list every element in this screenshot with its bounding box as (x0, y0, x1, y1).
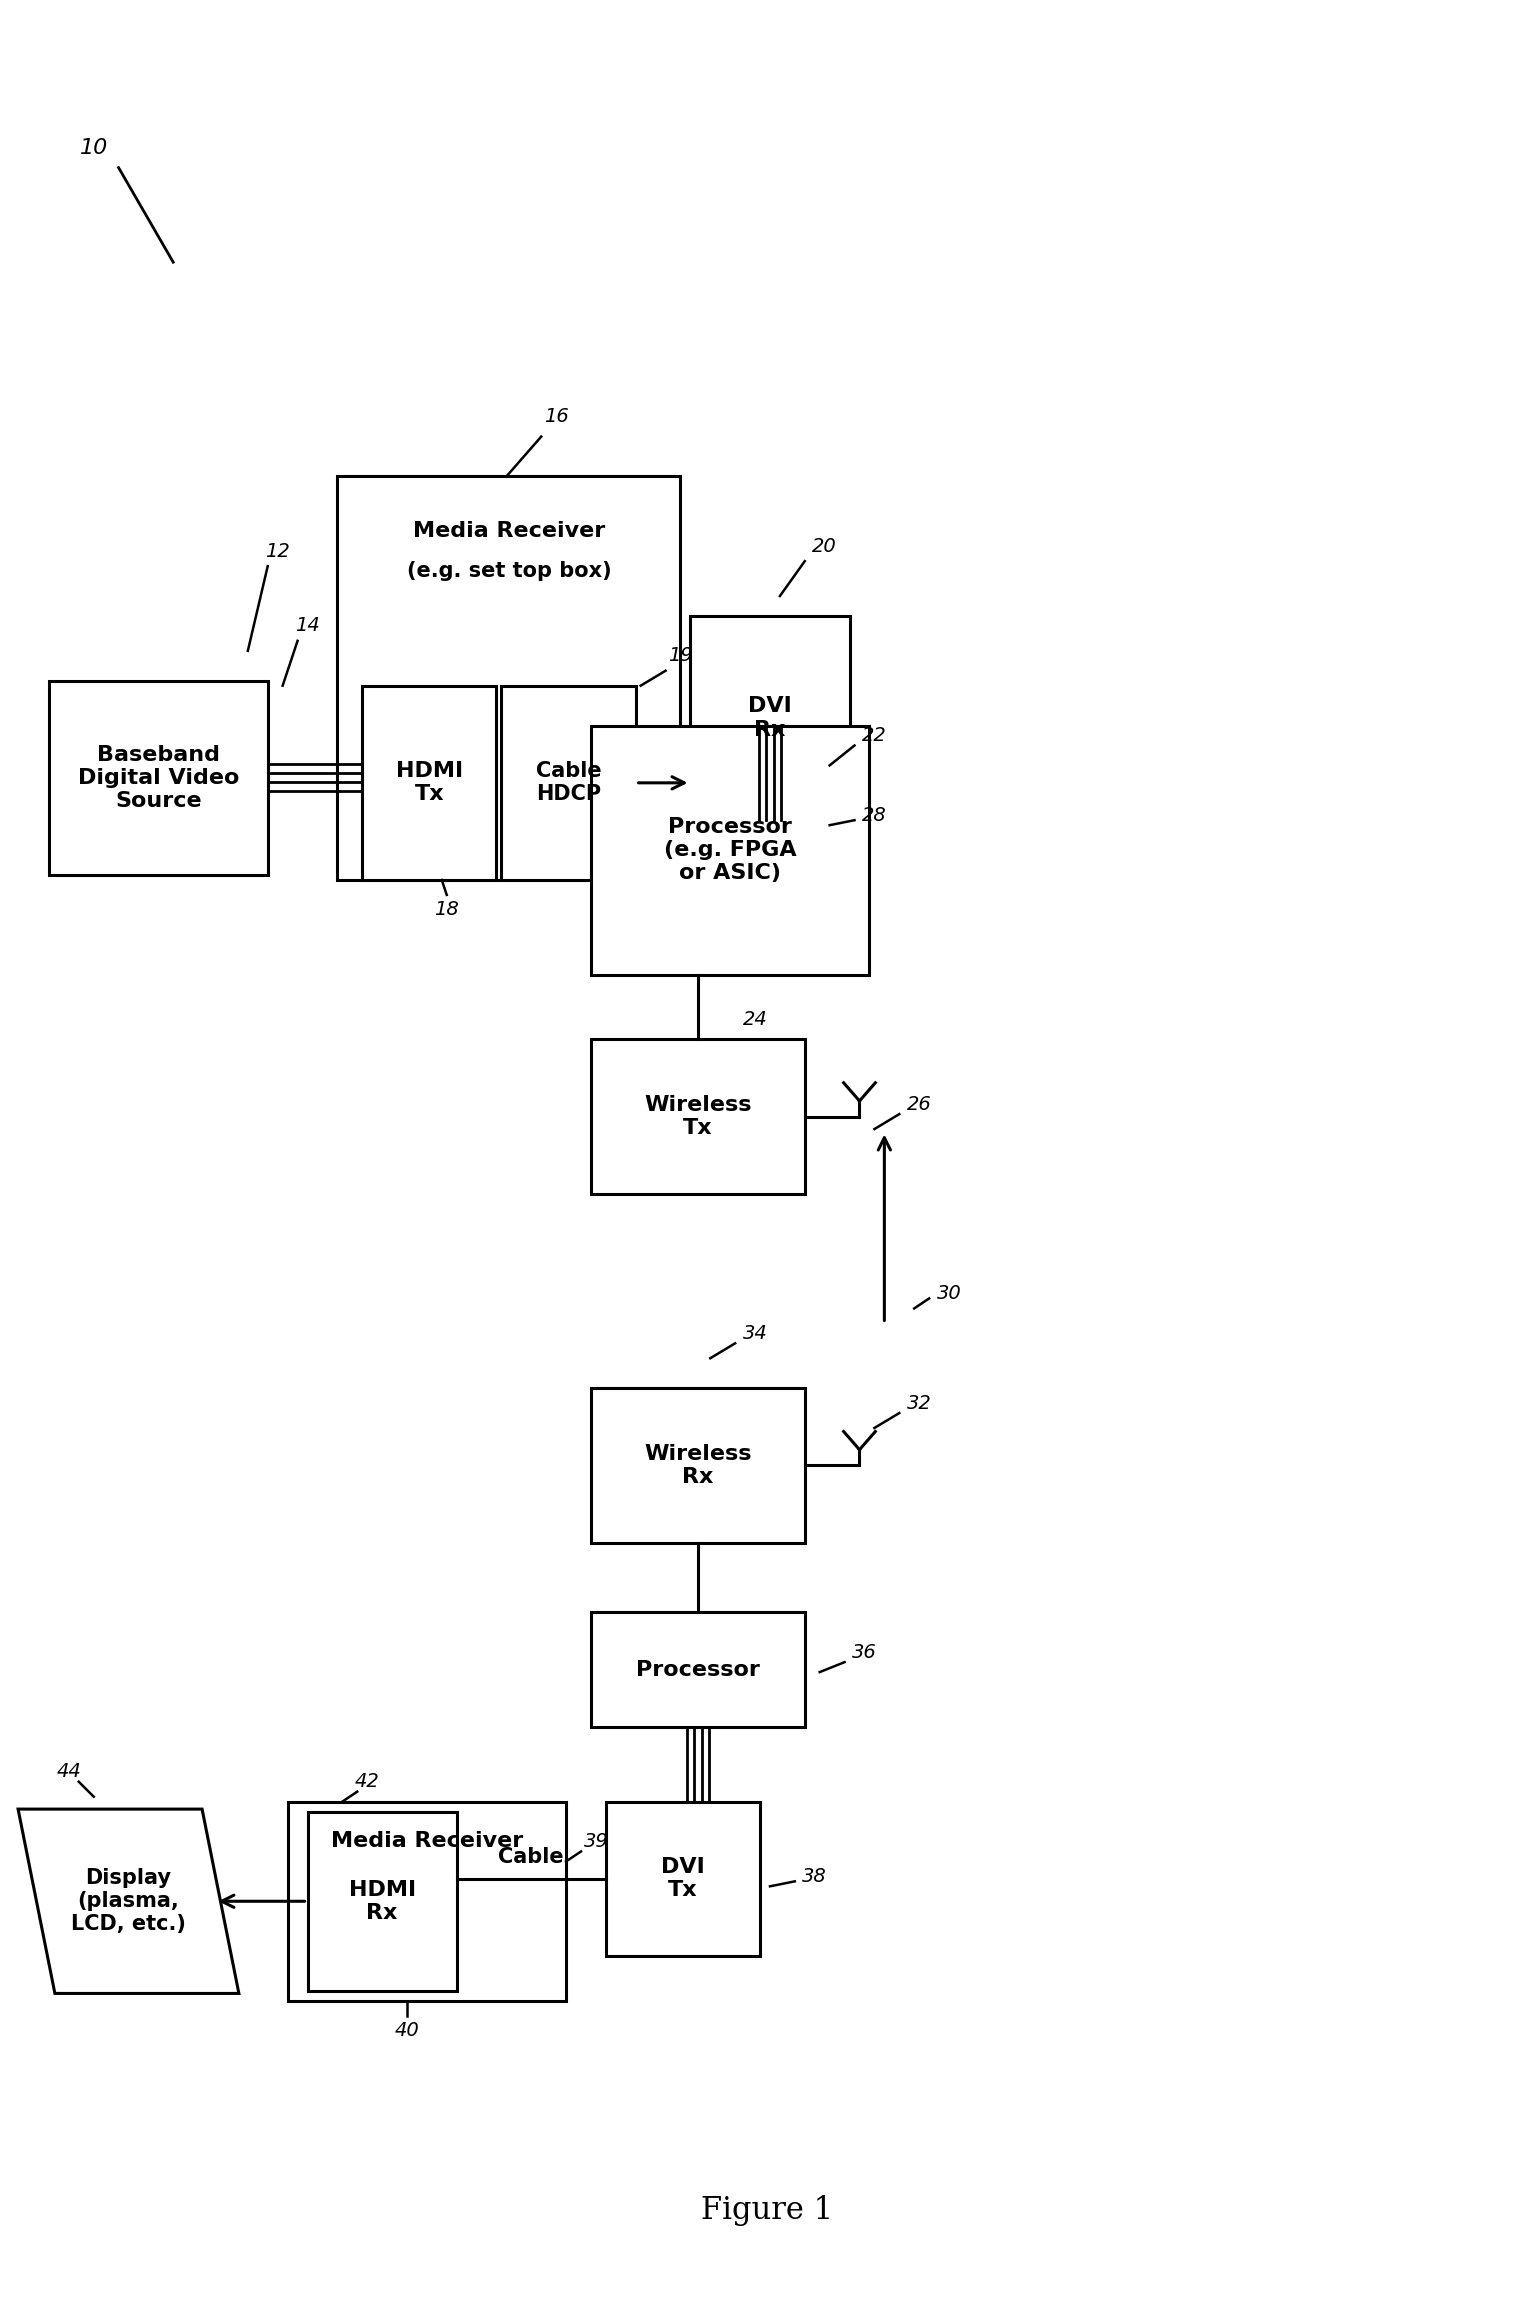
Text: 24: 24 (742, 1009, 767, 1030)
Bar (591, 1612, 805, 1727)
Text: 39: 39 (583, 1832, 609, 1851)
Bar (690, 616, 850, 821)
Bar (591, 1389, 805, 1543)
Polygon shape (18, 1809, 239, 1993)
Text: 19: 19 (669, 646, 693, 664)
Text: Processor
(e.g. FPGA
or ASIC): Processor (e.g. FPGA or ASIC) (664, 816, 796, 883)
Bar (502, 685, 635, 881)
Text: 14: 14 (295, 616, 321, 635)
Text: 32: 32 (907, 1393, 931, 1412)
Bar (49, 681, 268, 876)
Text: 18: 18 (434, 901, 459, 920)
Bar (362, 685, 497, 881)
Bar (606, 1802, 759, 1956)
Bar (591, 726, 870, 975)
Text: (e.g. set top box): (e.g. set top box) (407, 561, 611, 582)
Bar (591, 1039, 805, 1193)
Text: 16: 16 (543, 407, 569, 425)
Text: 10: 10 (80, 138, 107, 159)
Text: 30: 30 (937, 1283, 962, 1304)
Text: 22: 22 (862, 726, 887, 745)
Text: 34: 34 (742, 1324, 767, 1343)
Text: Wireless
Rx: Wireless Rx (644, 1444, 752, 1487)
Text: Media Receiver: Media Receiver (331, 1832, 523, 1851)
Text: 12: 12 (265, 543, 290, 561)
Text: Cable: Cable (499, 1846, 565, 1867)
Text: 26: 26 (907, 1094, 931, 1113)
Text: HDMI
Rx: HDMI Rx (348, 1881, 416, 1922)
Bar (287, 1802, 566, 2000)
Text: DVI
Tx: DVI Tx (661, 1858, 704, 1901)
Text: DVI
Rx: DVI Rx (749, 697, 792, 740)
Text: Baseband
Digital Video
Source: Baseband Digital Video Source (78, 745, 239, 812)
Text: Cable
HDCP: Cable HDCP (535, 761, 601, 805)
Text: 44: 44 (57, 1763, 81, 1782)
Text: 38: 38 (802, 1867, 827, 1885)
Text: Media Receiver: Media Receiver (413, 522, 604, 540)
Text: 36: 36 (851, 1644, 877, 1662)
Text: 40: 40 (394, 2021, 419, 2039)
Text: Processor: Processor (637, 1660, 759, 1681)
Text: 20: 20 (813, 536, 838, 556)
Bar (307, 1812, 457, 1991)
Text: 28: 28 (862, 805, 887, 825)
Bar (337, 476, 681, 881)
Text: Figure 1: Figure 1 (701, 2196, 833, 2225)
Text: Display
(plasma,
LCD, etc.): Display (plasma, LCD, etc.) (71, 1869, 186, 1933)
Text: 42: 42 (354, 1773, 379, 1791)
Text: Wireless
Tx: Wireless Tx (644, 1094, 752, 1138)
Text: HDMI
Tx: HDMI Tx (396, 761, 463, 805)
